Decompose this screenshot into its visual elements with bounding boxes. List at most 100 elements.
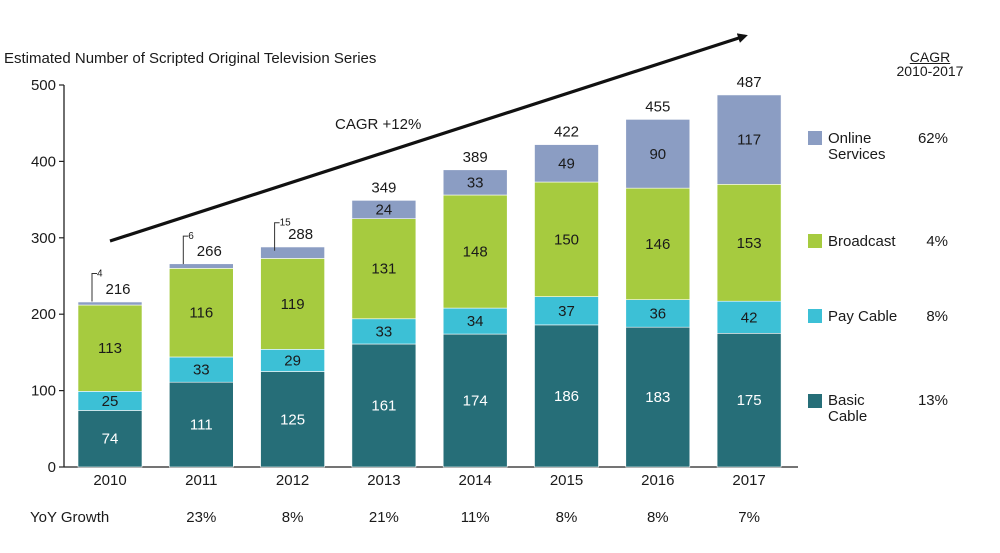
- bar-segment: [716, 332, 782, 468]
- bar-segment: [169, 263, 234, 269]
- x-tick-label: 2013: [367, 472, 400, 489]
- bar-value-label: 186: [554, 388, 579, 405]
- legend-cagr-basic-cable: 13%: [917, 392, 948, 409]
- bar-value-label: 90: [649, 146, 666, 163]
- y-tick-label: 500: [31, 77, 56, 94]
- bar-value-label: 33: [193, 362, 210, 379]
- legend-swatch-basic-cable: [808, 394, 822, 408]
- bar-segment: [534, 144, 599, 183]
- callout-leader: [274, 222, 280, 251]
- y-tick-label: 0: [48, 459, 56, 476]
- bar-value-label: 113: [98, 340, 122, 357]
- bar-value-label: 119: [281, 296, 305, 313]
- yoy-growth-value: 8%: [281, 509, 304, 526]
- bar-segment: [625, 119, 691, 189]
- legend-cagr-broadcast: 4%: [926, 233, 948, 250]
- bar-total-label: 487: [737, 74, 762, 91]
- x-tick-label: 2016: [641, 472, 674, 489]
- bar-total-label: 216: [105, 281, 130, 298]
- legend-label-basic-cable: Basic Cable: [828, 393, 918, 425]
- bar-segment: [77, 301, 143, 306]
- yoy-growth-value: 21%: [368, 509, 399, 526]
- legend-swatch-online-services: [808, 131, 822, 145]
- bar-total-label: 389: [463, 149, 488, 166]
- legend-item-broadcast: Broadcast 4%: [808, 233, 998, 273]
- trend-arrow: [109, 33, 748, 243]
- cagr-header-period: 2010-2017: [896, 63, 964, 79]
- bar-segment: [625, 326, 691, 468]
- bar-value-label: 131: [371, 261, 396, 278]
- legend-item-pay-cable: Pay Cable 8%: [808, 308, 998, 348]
- yoy-growth-label: YoY Growth: [30, 509, 110, 526]
- bar-value-label: 25: [102, 393, 119, 410]
- legend-item-basic-cable: Basic Cable 13%: [808, 393, 998, 433]
- bar-segment: [534, 296, 599, 326]
- bar-segment: [351, 218, 417, 320]
- bar-value-label: 24: [376, 202, 393, 219]
- cagr-header: CAGR 2010-2017: [885, 50, 975, 78]
- bar-value-label: 125: [280, 411, 305, 428]
- legend-cagr-online-services: 62%: [917, 130, 948, 147]
- bar-value-label: 49: [558, 155, 575, 172]
- bar-segment: [260, 371, 325, 468]
- x-tick-label: 2011: [185, 472, 217, 489]
- bar-segment: [169, 381, 234, 468]
- callout-label: 4: [97, 269, 103, 280]
- bar-segment: [77, 304, 143, 392]
- trend-label: CAGR +12%: [335, 116, 421, 133]
- bar-segment: [169, 356, 234, 383]
- chart-title: Estimated Number of Scripted Original Te…: [4, 50, 377, 67]
- legend-cagr-pay-cable: 8%: [926, 308, 948, 325]
- bar-segment: [716, 184, 782, 302]
- bar-segment: [716, 300, 782, 334]
- bar-total-label: 455: [645, 98, 670, 115]
- bar-value-label: 29: [284, 352, 301, 369]
- callout-leader: [182, 235, 189, 265]
- bar-value-label: 111: [190, 417, 213, 434]
- bar-total-label: 349: [371, 179, 396, 196]
- legend-label-line1: Basic: [828, 392, 865, 409]
- bar-value-label: 150: [554, 231, 579, 248]
- x-tick-label: 2015: [550, 472, 583, 489]
- bar-total-label: 422: [554, 124, 579, 141]
- x-tick-label: 2012: [276, 472, 309, 489]
- y-tick-label: 400: [31, 153, 56, 170]
- bar-value-label: 174: [463, 393, 488, 410]
- bar-value-label: 37: [558, 303, 575, 320]
- bar-value-label: 33: [376, 323, 393, 340]
- legend-swatch-pay-cable: [808, 309, 822, 323]
- bar-value-label: 36: [649, 305, 666, 322]
- yoy-growth-value: 23%: [186, 509, 217, 526]
- legend-label-line1: Online: [828, 130, 872, 147]
- legend-label-online-services: Online Services: [828, 131, 918, 163]
- bar-value-label: 116: [189, 305, 213, 322]
- legend-swatch-broadcast: [808, 234, 822, 248]
- callout-leader: [91, 273, 97, 302]
- bar-segment: [442, 333, 508, 468]
- bar-value-label: 183: [645, 389, 670, 406]
- bar-value-label: 153: [737, 235, 762, 252]
- x-tick-label: 2014: [459, 472, 492, 489]
- bar-value-label: 161: [371, 397, 396, 414]
- bar-segment: [442, 194, 508, 309]
- x-tick-label: 2017: [732, 472, 765, 489]
- bar-segment: [625, 187, 691, 300]
- bar-value-label: 117: [737, 132, 761, 149]
- bar-value-label: 34: [467, 313, 484, 330]
- yoy-growth-value: 11%: [460, 509, 490, 526]
- yoy-growth-value: 7%: [738, 509, 760, 526]
- bar-value-label: 146: [645, 236, 670, 253]
- bar-segment: [351, 343, 417, 468]
- callout-label: 15: [280, 218, 292, 229]
- bar-segment: [260, 246, 325, 259]
- y-tick-label: 300: [31, 230, 56, 247]
- legend-label-line2: Cable: [828, 408, 868, 425]
- bar-segment: [534, 181, 599, 297]
- bar-segment: [351, 318, 417, 345]
- bar-segment: [625, 299, 691, 328]
- bar-total-label: 266: [197, 243, 222, 260]
- bar-segment: [169, 268, 234, 358]
- legend-item-online-services: Online Services 62%: [808, 130, 998, 170]
- bar-total-label: 288: [288, 226, 313, 243]
